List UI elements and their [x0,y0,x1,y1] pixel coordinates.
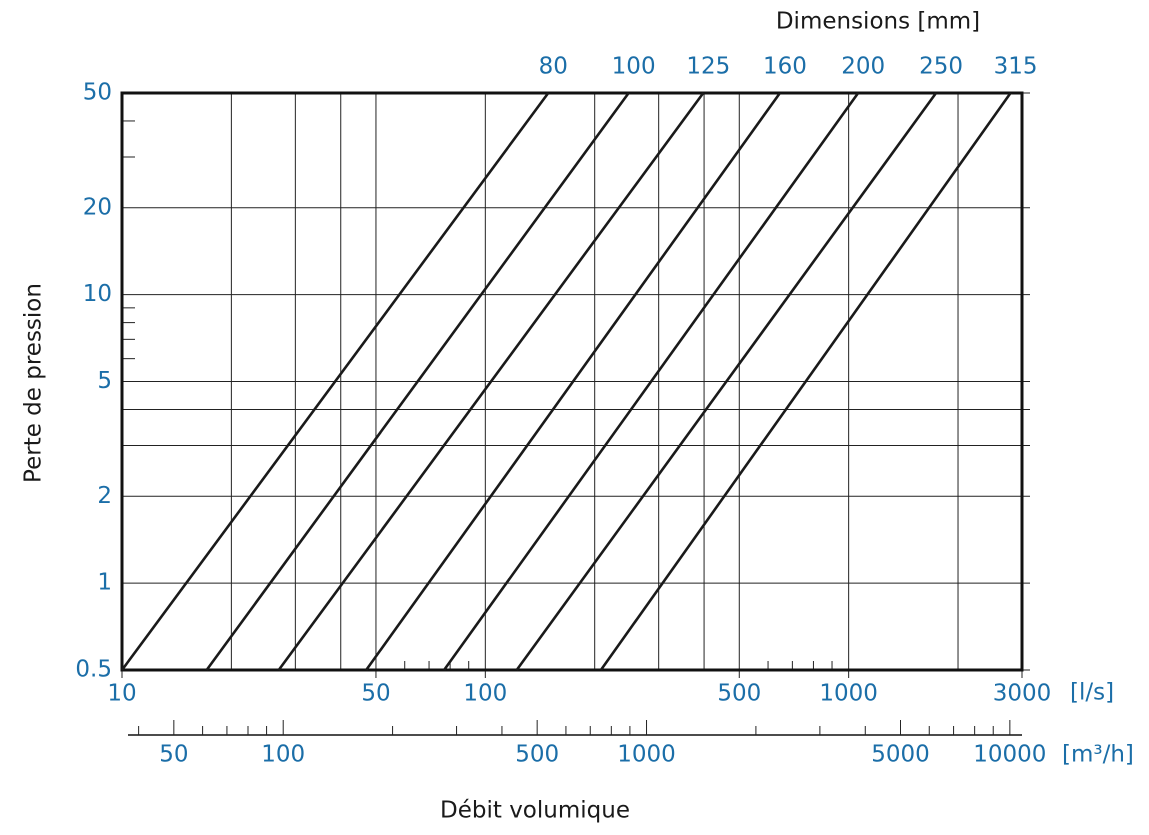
x-tick-label: 100 [463,681,507,707]
series-label: 315 [994,54,1038,80]
series-label: 100 [612,54,656,80]
x2-tick-label: 5000 [871,742,930,768]
duct-line [365,92,782,671]
series-label: 125 [686,54,730,80]
x-tick-label: 50 [361,681,390,707]
x-unit: [l/s] [1070,680,1114,706]
series-label: 80 [539,54,568,80]
y-tick-label: 50 [83,80,112,106]
x2-tick-label: 500 [515,742,559,768]
series-label: 200 [841,54,885,80]
x-axis-label: Débit volumique [440,798,630,824]
duct-line [205,92,630,671]
x2-tick-label: 1000 [617,742,676,768]
x-tick-label: 1000 [819,681,878,707]
duct-line [277,92,705,671]
y-tick-label: 0.5 [75,657,112,683]
y-tick-label: 5 [97,368,112,394]
x-tick-label: 10 [107,681,136,707]
x2-unit: [m³/h] [1062,742,1134,768]
x2-tick-label: 10000 [973,742,1046,768]
y-tick-label: 10 [83,281,112,307]
duct-line [443,92,860,671]
y-axis-label: Perte de pression [21,283,47,483]
x2-tick-label: 100 [261,742,305,768]
chart-title: Dimensions [mm] [776,9,980,35]
duct-line [515,92,938,671]
series-label: 250 [919,54,963,80]
series-label: 160 [763,54,807,80]
y-tick-label: 1 [97,570,112,596]
x2-tick-label: 50 [159,742,188,768]
y-tick-label: 20 [83,194,112,220]
x-tick-label: 500 [717,681,761,707]
plot-frame [120,91,1024,672]
duct-line [120,92,550,671]
y-tick-label: 2 [97,483,112,509]
x-tick-label: 3000 [993,681,1052,707]
duct-line [599,92,1012,671]
